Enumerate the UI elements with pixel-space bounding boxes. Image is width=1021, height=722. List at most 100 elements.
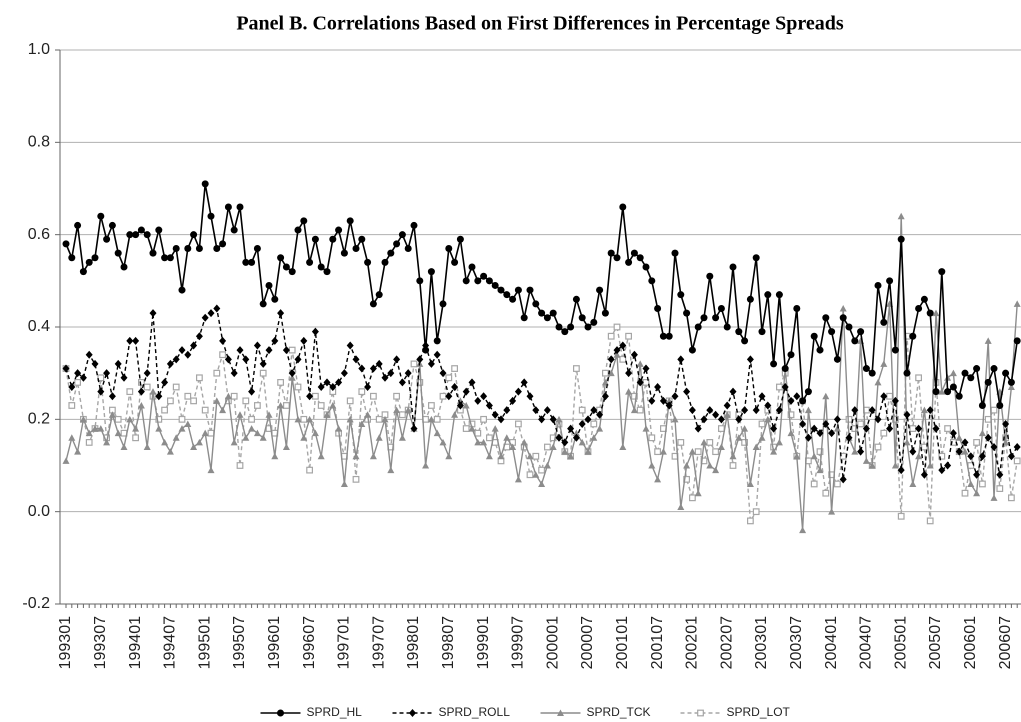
legend-marker bbox=[697, 709, 704, 717]
data-point bbox=[393, 392, 400, 400]
y-tick-label: 0.8 bbox=[28, 134, 50, 151]
data-point bbox=[746, 517, 754, 525]
data-point bbox=[514, 420, 522, 428]
data-point bbox=[538, 415, 546, 424]
data-point bbox=[949, 429, 957, 438]
data-point bbox=[601, 369, 609, 377]
data-point bbox=[91, 254, 99, 262]
data-point bbox=[700, 438, 708, 446]
data-point bbox=[254, 402, 261, 409]
data-point bbox=[775, 383, 783, 391]
data-point bbox=[439, 300, 447, 308]
data-point bbox=[706, 462, 714, 469]
data-point bbox=[694, 323, 702, 331]
data-point bbox=[288, 374, 296, 381]
data-point bbox=[729, 462, 737, 469]
data-point bbox=[427, 359, 435, 368]
data-point bbox=[793, 452, 801, 460]
data-point bbox=[938, 388, 946, 395]
data-point bbox=[1007, 452, 1015, 461]
x-tick-label: 200001 bbox=[544, 616, 561, 669]
data-point bbox=[839, 475, 847, 484]
data-point bbox=[874, 443, 882, 451]
data-point bbox=[311, 429, 319, 437]
data-point bbox=[619, 341, 627, 350]
data-point bbox=[746, 480, 754, 487]
data-point bbox=[938, 452, 946, 460]
y-tick-label: 0.0 bbox=[28, 503, 50, 520]
data-point bbox=[915, 305, 923, 313]
data-point bbox=[468, 263, 476, 271]
data-point bbox=[770, 424, 778, 433]
data-point bbox=[920, 443, 928, 451]
data-point bbox=[213, 369, 221, 377]
data-point bbox=[428, 402, 435, 409]
data-point bbox=[897, 466, 905, 475]
data-point bbox=[456, 401, 464, 410]
data-point bbox=[114, 429, 122, 437]
data-point bbox=[190, 341, 198, 350]
data-point bbox=[114, 249, 122, 257]
data-point bbox=[857, 420, 864, 428]
x-tick-label: 199707 bbox=[370, 616, 387, 669]
data-point bbox=[961, 369, 969, 377]
data-point bbox=[195, 245, 203, 253]
data-point bbox=[961, 489, 969, 497]
data-point bbox=[1002, 419, 1010, 428]
data-point bbox=[364, 258, 372, 266]
data-point bbox=[317, 263, 325, 271]
data-point bbox=[984, 433, 992, 442]
data-point bbox=[654, 383, 662, 392]
data-point bbox=[375, 359, 383, 368]
data-point bbox=[590, 434, 598, 441]
data-point bbox=[1013, 337, 1021, 345]
data-point bbox=[317, 452, 325, 460]
data-point bbox=[909, 425, 917, 432]
data-point bbox=[561, 438, 569, 447]
data-point bbox=[590, 318, 598, 326]
data-point bbox=[915, 424, 923, 433]
data-point bbox=[642, 425, 650, 432]
x-tick-label: 200607 bbox=[997, 616, 1014, 669]
data-point bbox=[433, 415, 441, 423]
data-point bbox=[775, 406, 783, 415]
x-tick-label: 200401 bbox=[823, 616, 840, 669]
legend-label: SPRD_TCK bbox=[587, 705, 651, 719]
data-point bbox=[103, 438, 111, 446]
data-point bbox=[712, 410, 720, 419]
data-point bbox=[352, 355, 360, 364]
data-point bbox=[271, 452, 279, 460]
data-point bbox=[236, 203, 244, 211]
data-point bbox=[949, 369, 957, 377]
data-point bbox=[265, 281, 273, 289]
data-point bbox=[393, 406, 401, 414]
data-point bbox=[880, 318, 888, 326]
data-point bbox=[381, 415, 389, 423]
data-point bbox=[1013, 457, 1021, 465]
data-point bbox=[375, 434, 383, 441]
data-point bbox=[329, 401, 337, 409]
data-point bbox=[990, 406, 998, 414]
data-point bbox=[665, 332, 673, 340]
data-point bbox=[857, 328, 865, 336]
data-point bbox=[897, 235, 905, 243]
data-point bbox=[793, 305, 801, 313]
data-point bbox=[735, 434, 743, 441]
data-point bbox=[920, 295, 928, 303]
data-point bbox=[387, 369, 395, 378]
data-point bbox=[526, 452, 534, 460]
data-point bbox=[207, 212, 215, 220]
data-point bbox=[219, 351, 227, 359]
data-point bbox=[567, 452, 575, 460]
data-point bbox=[201, 406, 209, 414]
data-point bbox=[752, 406, 760, 415]
data-point bbox=[584, 415, 592, 424]
data-point bbox=[103, 235, 111, 243]
data-point bbox=[190, 443, 198, 451]
data-point bbox=[862, 365, 870, 373]
data-point bbox=[480, 272, 488, 280]
data-point bbox=[822, 314, 830, 322]
data-point bbox=[451, 383, 459, 392]
data-point bbox=[427, 268, 435, 276]
data-point bbox=[973, 470, 981, 479]
